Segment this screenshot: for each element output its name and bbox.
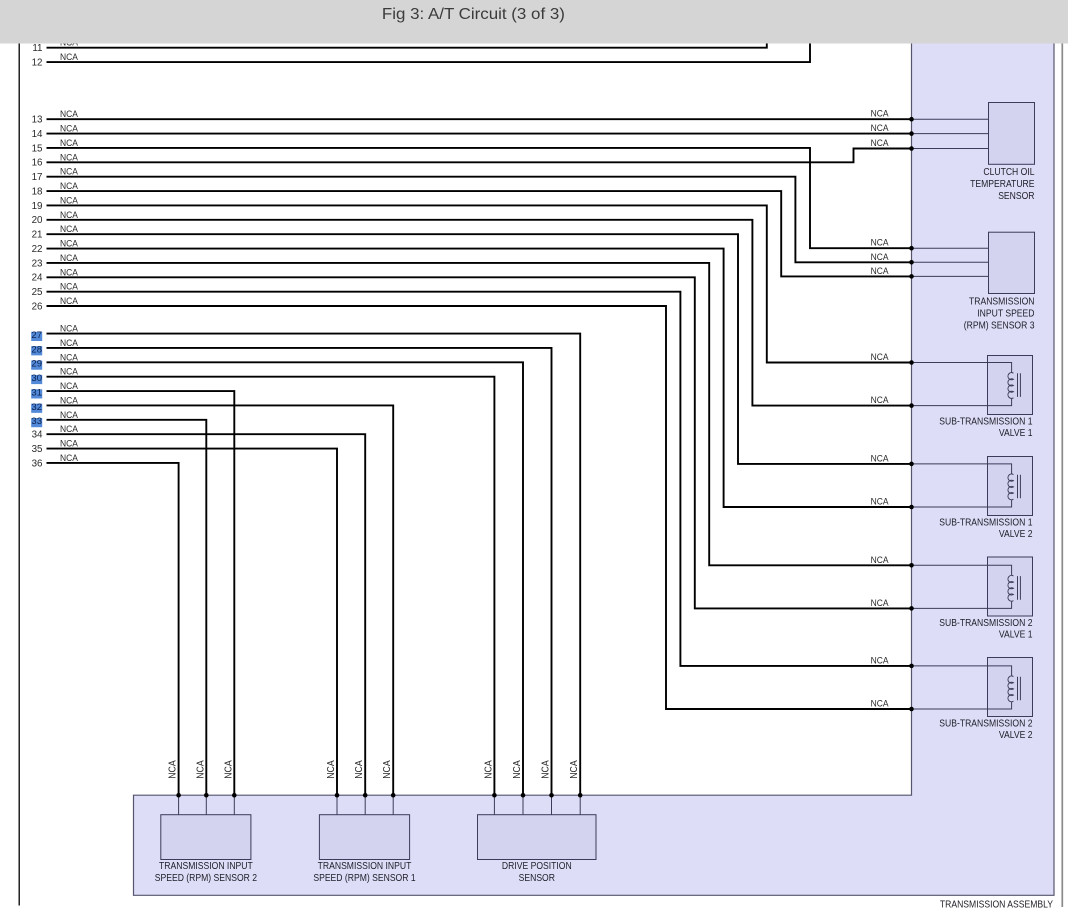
svg-text:NCA: NCA <box>60 195 78 206</box>
svg-text:VALVE 2: VALVE 2 <box>999 529 1033 540</box>
svg-text:TRANSMISSION INPUT: TRANSMISSION INPUT <box>318 861 412 872</box>
svg-text:NCA: NCA <box>871 266 889 277</box>
svg-text:NCA: NCA <box>569 760 580 779</box>
svg-text:SUB-TRANSMISSION 2: SUB-TRANSMISSION 2 <box>939 719 1033 730</box>
svg-text:NCA: NCA <box>60 439 78 450</box>
svg-text:SENSOR: SENSOR <box>998 191 1034 202</box>
svg-text:NCA: NCA <box>60 109 78 120</box>
svg-text:(RPM) SENSOR 3: (RPM) SENSOR 3 <box>964 321 1035 332</box>
svg-text:NCA: NCA <box>60 167 78 178</box>
svg-text:TRANSMISSION INPUT: TRANSMISSION INPUT <box>159 861 253 872</box>
svg-text:27: 27 <box>31 330 42 341</box>
svg-text:Fig 3: A/T Circuit (3 of 3): Fig 3: A/T Circuit (3 of 3) <box>382 6 565 23</box>
svg-text:32: 32 <box>31 402 42 413</box>
svg-text:NCA: NCA <box>871 138 889 149</box>
svg-text:VALVE 1: VALVE 1 <box>999 428 1033 439</box>
svg-text:TRANSMISSION ASSEMBLY: TRANSMISSION ASSEMBLY <box>940 900 1053 911</box>
svg-text:SENSOR: SENSOR <box>519 873 555 884</box>
svg-text:17: 17 <box>32 172 43 183</box>
svg-text:NCA: NCA <box>871 453 889 464</box>
svg-text:11: 11 <box>32 43 42 54</box>
svg-text:NCA: NCA <box>871 497 889 508</box>
svg-text:NCA: NCA <box>168 760 179 779</box>
svg-text:SUB-TRANSMISSION 1: SUB-TRANSMISSION 1 <box>939 518 1033 529</box>
svg-text:28: 28 <box>31 344 42 355</box>
svg-text:31: 31 <box>31 387 42 398</box>
svg-text:30: 30 <box>31 373 42 384</box>
svg-text:35: 35 <box>32 444 43 455</box>
svg-text:NCA: NCA <box>60 224 78 235</box>
svg-text:NCA: NCA <box>871 109 889 120</box>
svg-text:NCA: NCA <box>60 367 78 378</box>
svg-text:SPEED (RPM) SENSOR 1: SPEED (RPM) SENSOR 1 <box>313 873 416 884</box>
svg-text:TRANSMISSION: TRANSMISSION <box>969 297 1035 308</box>
svg-text:NCA: NCA <box>60 282 78 293</box>
svg-text:34: 34 <box>32 430 43 441</box>
svg-text:SUB-TRANSMISSION 2: SUB-TRANSMISSION 2 <box>939 618 1033 629</box>
svg-text:NCA: NCA <box>354 760 365 779</box>
svg-text:TEMPERATURE: TEMPERATURE <box>970 179 1035 190</box>
svg-text:NCA: NCA <box>60 296 78 307</box>
svg-text:15: 15 <box>32 143 43 154</box>
svg-text:36: 36 <box>32 458 43 469</box>
svg-text:NCA: NCA <box>512 760 523 779</box>
svg-text:NCA: NCA <box>60 324 78 335</box>
svg-text:NCA: NCA <box>871 238 889 249</box>
svg-text:23: 23 <box>32 258 43 269</box>
svg-text:14: 14 <box>32 129 43 140</box>
svg-text:12: 12 <box>32 58 43 69</box>
svg-text:NCA: NCA <box>871 699 889 710</box>
svg-text:SUB-TRANSMISSION 1: SUB-TRANSMISSION 1 <box>939 417 1033 428</box>
svg-text:NCA: NCA <box>483 760 494 779</box>
svg-text:NCA: NCA <box>60 410 78 421</box>
svg-text:19: 19 <box>32 201 43 212</box>
svg-text:NCA: NCA <box>871 655 889 666</box>
svg-text:20: 20 <box>32 215 43 226</box>
svg-text:24: 24 <box>32 273 43 284</box>
svg-text:NCA: NCA <box>60 352 78 363</box>
svg-text:NCA: NCA <box>60 124 78 135</box>
svg-text:NCA: NCA <box>871 598 889 609</box>
svg-text:NCA: NCA <box>60 267 78 278</box>
svg-text:INPUT SPEED: INPUT SPEED <box>977 309 1034 320</box>
svg-text:VALVE 1: VALVE 1 <box>999 630 1033 641</box>
svg-text:18: 18 <box>32 186 43 197</box>
svg-text:NCA: NCA <box>60 253 78 264</box>
svg-text:NCA: NCA <box>60 210 78 221</box>
svg-text:NCA: NCA <box>60 152 78 163</box>
svg-text:CLUTCH OIL: CLUTCH OIL <box>983 167 1034 178</box>
svg-text:NCA: NCA <box>60 381 78 392</box>
svg-text:NCA: NCA <box>871 395 889 406</box>
svg-text:NCA: NCA <box>60 181 78 192</box>
svg-text:NCA: NCA <box>60 52 78 63</box>
svg-text:VALVE 2: VALVE 2 <box>999 730 1033 741</box>
svg-text:NCA: NCA <box>60 239 78 250</box>
svg-text:NCA: NCA <box>871 252 889 263</box>
svg-text:NCA: NCA <box>871 352 889 363</box>
svg-text:SPEED (RPM) SENSOR 2: SPEED (RPM) SENSOR 2 <box>155 873 258 884</box>
svg-text:NCA: NCA <box>541 760 552 779</box>
svg-text:NCA: NCA <box>60 453 78 464</box>
svg-text:16: 16 <box>32 158 43 169</box>
svg-text:NCA: NCA <box>60 138 78 149</box>
svg-text:NCA: NCA <box>223 760 234 779</box>
svg-text:NCA: NCA <box>60 338 78 349</box>
svg-text:29: 29 <box>31 359 42 370</box>
svg-text:NCA: NCA <box>871 123 889 134</box>
svg-text:DRIVE POSITION: DRIVE POSITION <box>502 861 572 872</box>
svg-text:13: 13 <box>32 115 43 126</box>
svg-text:NCA: NCA <box>326 760 337 779</box>
svg-text:NCA: NCA <box>195 760 206 779</box>
svg-text:26: 26 <box>32 301 43 312</box>
svg-text:25: 25 <box>32 287 43 298</box>
svg-text:NCA: NCA <box>60 395 78 406</box>
svg-text:NCA: NCA <box>382 760 393 779</box>
svg-text:NCA: NCA <box>871 555 889 566</box>
svg-text:21: 21 <box>32 230 43 241</box>
svg-text:33: 33 <box>31 416 42 427</box>
svg-text:22: 22 <box>32 244 43 255</box>
svg-text:NCA: NCA <box>60 424 78 435</box>
